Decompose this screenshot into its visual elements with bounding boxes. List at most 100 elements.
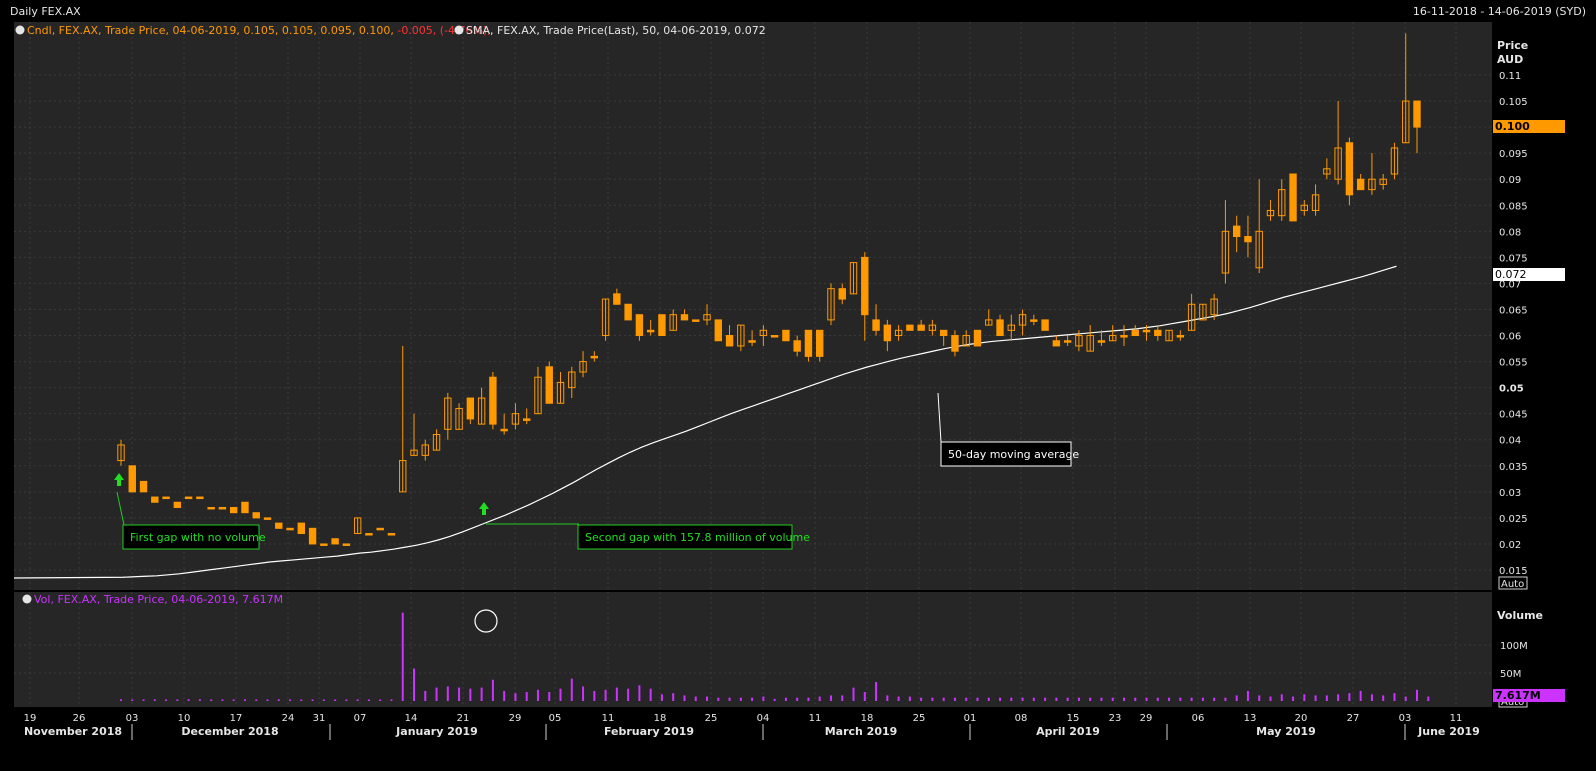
candle-body xyxy=(1097,340,1106,343)
candle-body xyxy=(1232,225,1241,238)
candle-body xyxy=(275,522,283,529)
candle-body xyxy=(1368,178,1376,191)
candle-body xyxy=(849,262,858,295)
candle-body xyxy=(1154,329,1162,337)
day-tick-label: 01 xyxy=(964,713,977,724)
price-tick-label: 0.09 xyxy=(1499,175,1521,186)
candle-body xyxy=(906,324,914,331)
price-tick-label: 0.075 xyxy=(1499,253,1528,264)
candle-body xyxy=(962,335,970,347)
candle-body xyxy=(996,319,1004,337)
day-tick-label: 11 xyxy=(809,713,822,724)
candle-body xyxy=(827,288,835,321)
candle-body xyxy=(196,496,204,500)
candle-body xyxy=(489,376,497,425)
price-tick-label: 0.025 xyxy=(1499,514,1528,525)
candle-body xyxy=(1244,236,1252,243)
candle-body xyxy=(973,329,982,347)
candle-body xyxy=(872,319,880,331)
candle-body xyxy=(1255,230,1263,269)
candle-body xyxy=(1142,329,1151,333)
candle-body xyxy=(139,480,148,493)
candle-body xyxy=(342,543,351,546)
candle-body xyxy=(1041,319,1049,331)
last-volume-tag xyxy=(1493,689,1565,702)
price-tick-label: 0.055 xyxy=(1499,358,1528,369)
candle-body xyxy=(658,314,666,337)
last-price-tag-label: 0.100 xyxy=(1495,120,1530,133)
auto-button-label[interactable]: Auto xyxy=(1501,579,1524,590)
month-label: March 2019 xyxy=(825,725,898,738)
candle-body xyxy=(748,340,756,343)
price-tick-label: 0.08 xyxy=(1499,227,1521,238)
day-tick-label: 08 xyxy=(1015,713,1028,724)
candle-body xyxy=(444,397,452,430)
candle-body xyxy=(387,533,396,536)
candle-body xyxy=(1165,329,1173,342)
price-tick-label: 0.045 xyxy=(1499,410,1528,421)
price-axis-unit: AUD xyxy=(1497,53,1523,66)
candle-body xyxy=(861,256,869,316)
price-tick-label: 0.095 xyxy=(1499,149,1528,160)
volume-bars xyxy=(120,612,1430,701)
legend-candles-values: Cndl, FEX.AX, Trade Price, 04-06-2019, 0… xyxy=(27,24,397,37)
month-label: June 2019 xyxy=(1417,725,1480,738)
candle-body xyxy=(1210,298,1218,316)
month-label: January 2019 xyxy=(395,725,478,738)
candle-body xyxy=(466,397,475,420)
volume-auto-label[interactable]: Auto xyxy=(1501,697,1524,708)
candle-body xyxy=(534,376,542,415)
price-axis-title: Price xyxy=(1497,39,1528,52)
last-volume-tag-label: 7.617M xyxy=(1495,689,1541,702)
price-tick-label: 0.02 xyxy=(1499,540,1521,551)
candle-body xyxy=(410,449,418,456)
legend-icon[interactable] xyxy=(22,594,32,604)
candle-body xyxy=(477,397,486,425)
price-tick-label: 0.06 xyxy=(1499,332,1521,343)
candle-body xyxy=(793,340,801,352)
month-label: December 2018 xyxy=(181,725,278,738)
sma-line xyxy=(13,265,1397,579)
candle-body xyxy=(353,517,362,535)
legend-candles-change: -0.005, (-4.76%), xyxy=(397,24,490,37)
day-tick-label: 10 xyxy=(178,713,191,724)
candle-body xyxy=(917,324,925,331)
volume-axis-title: Volume xyxy=(1497,609,1543,622)
candle-body xyxy=(939,329,948,337)
day-tick-label: 23 xyxy=(1109,713,1122,724)
candle-body xyxy=(1120,335,1128,338)
candle-body xyxy=(1390,147,1399,175)
candle-body xyxy=(399,460,407,493)
candle-body xyxy=(1300,204,1309,211)
candle-body xyxy=(556,381,565,404)
sma-label: 50-day moving average xyxy=(948,448,1079,461)
candle-body xyxy=(455,407,463,430)
legend-icon[interactable] xyxy=(15,25,25,35)
legend-icon[interactable] xyxy=(454,25,464,35)
day-tick-label: 15 xyxy=(1067,713,1080,724)
candle-body xyxy=(1289,173,1297,222)
candle-body xyxy=(286,527,294,531)
day-tick-label: 11 xyxy=(602,713,615,724)
candle-body xyxy=(432,434,441,451)
candle-body xyxy=(680,314,689,321)
price-tick-label: 0.04 xyxy=(1499,436,1521,447)
month-label: November 2018 xyxy=(24,725,122,738)
day-tick-label: 11 xyxy=(1450,713,1463,724)
day-tick-label: 13 xyxy=(1244,713,1257,724)
sma-box xyxy=(940,441,1072,467)
day-tick-label: 25 xyxy=(913,713,926,724)
price-tick-label: 0.035 xyxy=(1499,462,1528,473)
sma-tag xyxy=(1493,268,1565,281)
auto-button[interactable] xyxy=(1498,576,1528,590)
candle-body xyxy=(151,496,159,503)
candle-body xyxy=(883,324,892,342)
price-tick-label: 0.03 xyxy=(1499,488,1521,499)
date-ticks: 19 26 03 10 17 24 31 07 14 21 29 05 11 18 25 04 11 18 25 01… xyxy=(0,708,1596,771)
day-tick-label: 20 xyxy=(1295,713,1308,724)
candle-body xyxy=(1063,340,1072,343)
legend-sma: SMA, FEX.AX, Trade Price(Last), 50, 04-0… xyxy=(466,24,766,37)
day-tick-label: 18 xyxy=(654,713,667,724)
